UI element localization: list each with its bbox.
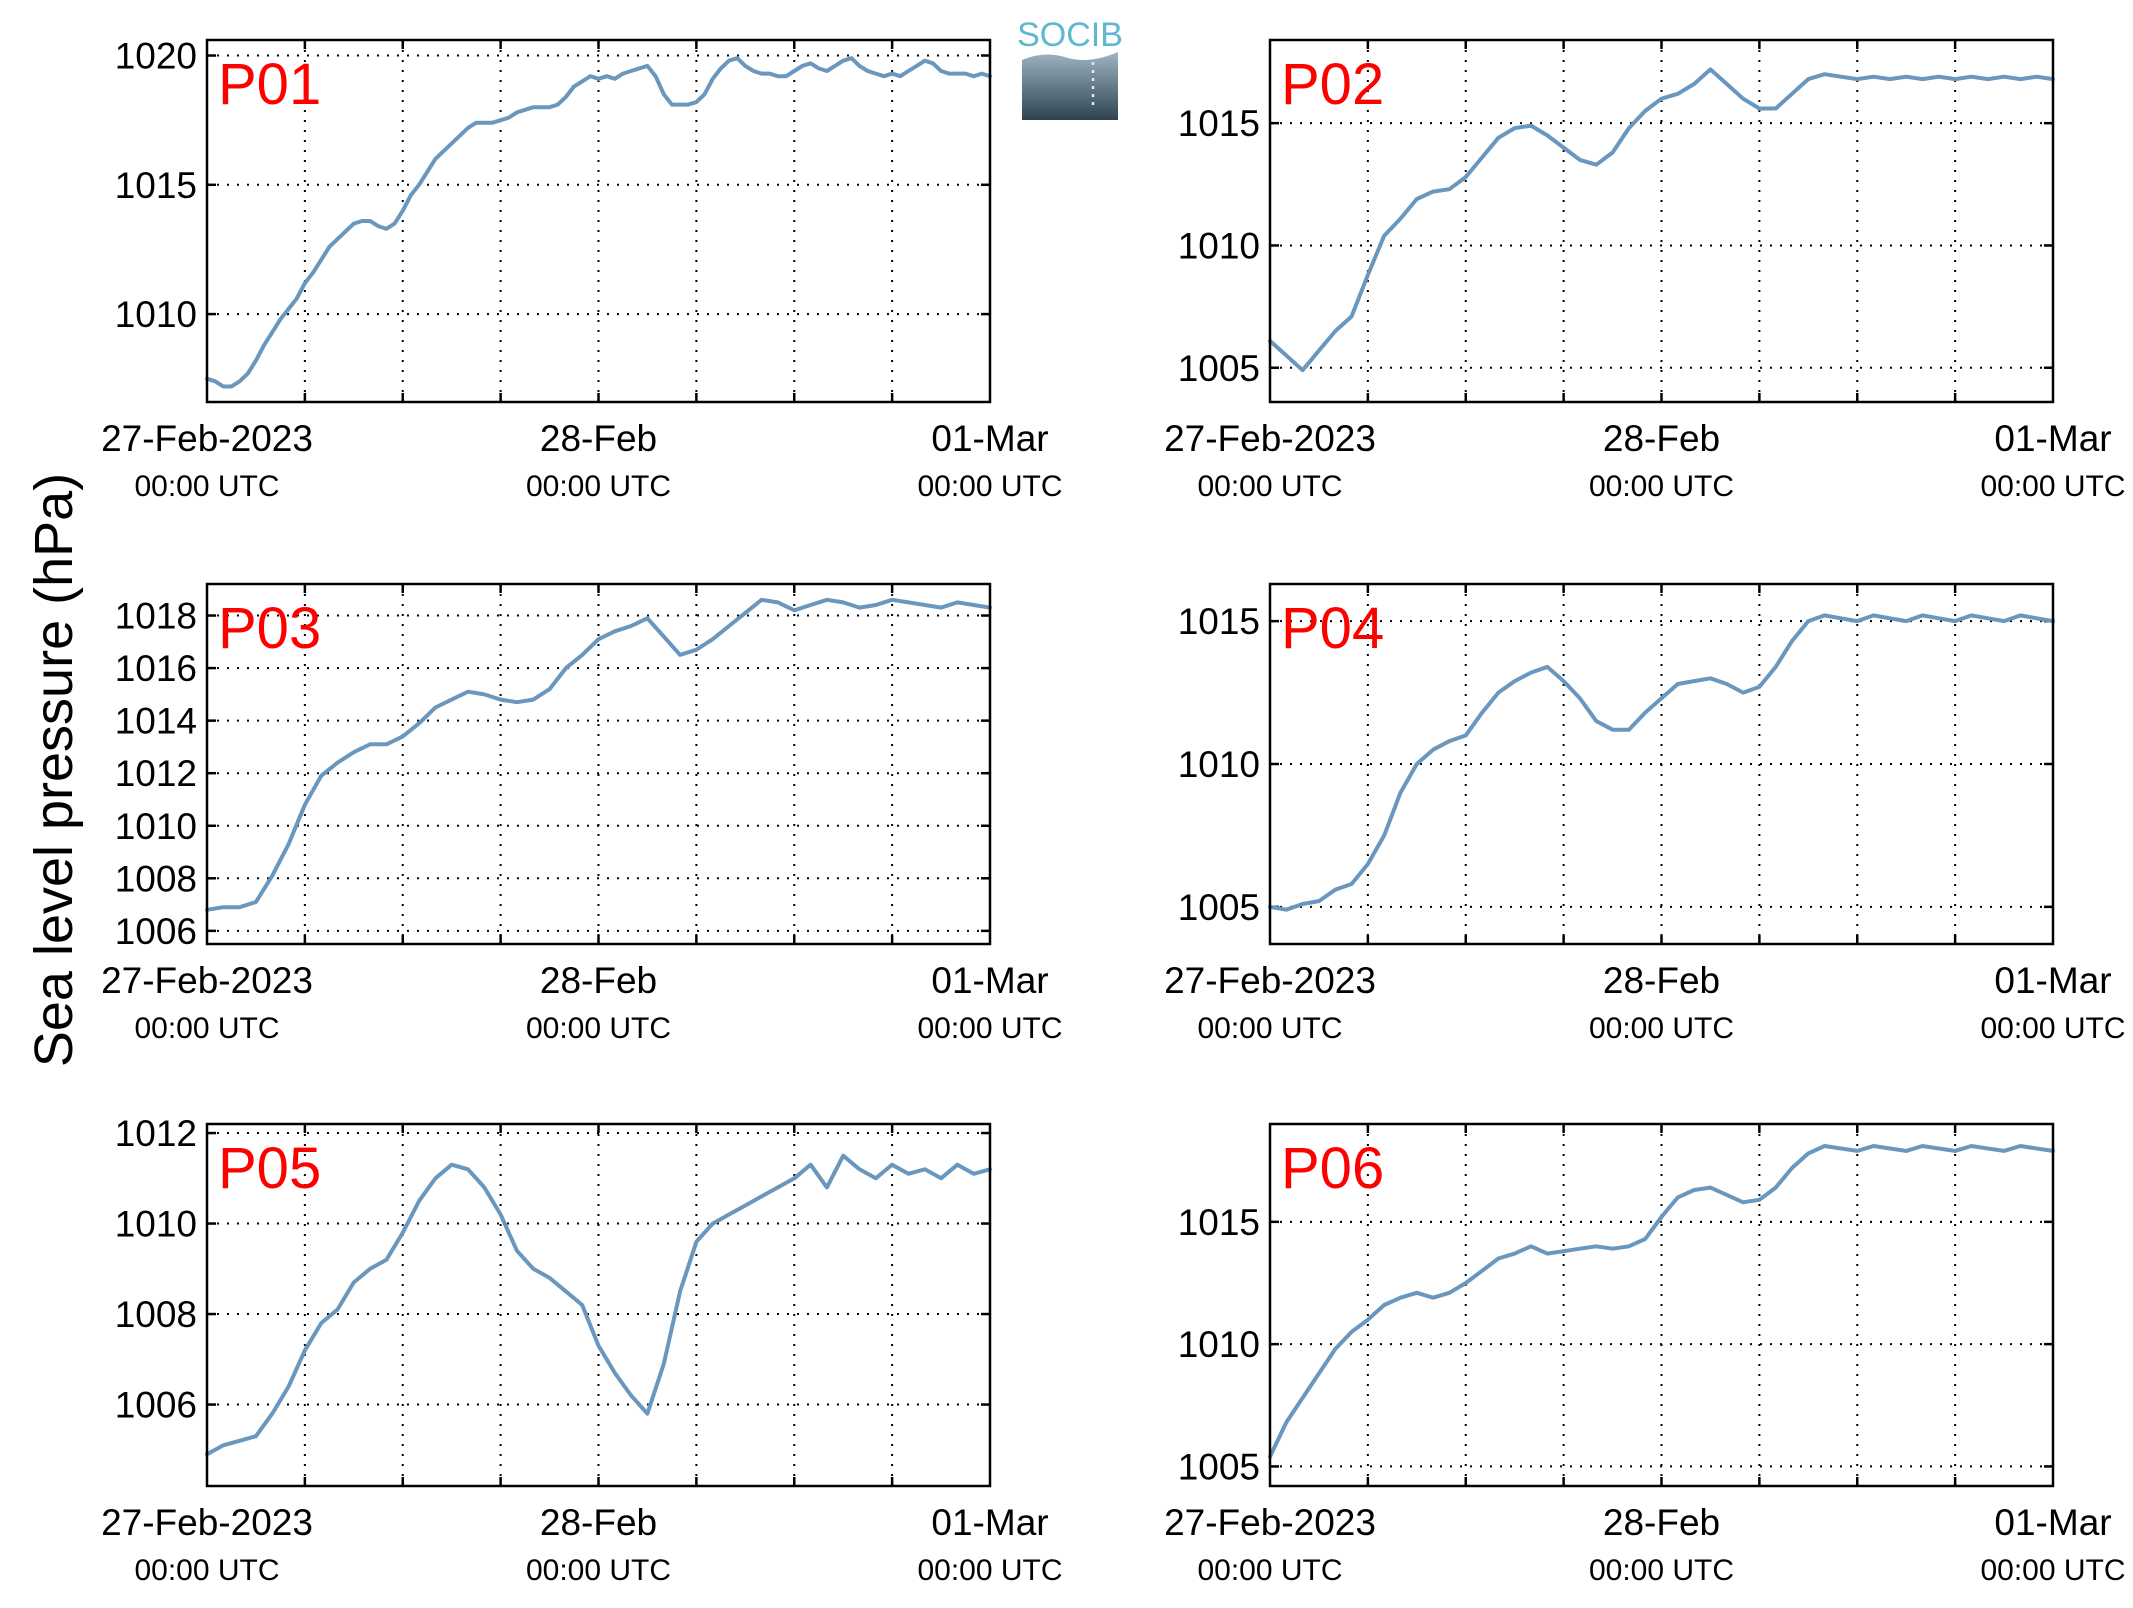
x-tick-sublabel: 00:00 UTC [1197, 1554, 1342, 1587]
y-tick-label: 1010 [1178, 225, 1260, 266]
plot-frame [205, 38, 992, 404]
x-tick-label: 28-Feb [540, 1502, 657, 1543]
y-tick-label: 1015 [1178, 1202, 1260, 1243]
x-tick-sublabel: 00:00 UTC [526, 470, 671, 503]
panel-p04: 1005 1010 1015 27-Feb-2023 00:00 UTC 28-Feb 00… [1164, 582, 2126, 1045]
x-tick-label: 28-Feb [1603, 960, 1720, 1001]
x-tick-label: 27-Feb-2023 [101, 418, 313, 459]
y-tick-label: 1010 [115, 806, 197, 847]
plot-frame [205, 582, 992, 946]
x-tick-sublabel: 00:00 UTC [526, 1012, 671, 1045]
y-axis-label: Sea level pressure (hPa) [24, 473, 84, 1067]
series-line-p03 [205, 597, 992, 912]
panel-p06: 1005 1010 1015 27-Feb-2023 00:00 UTC 28-Feb 00… [1164, 1122, 2126, 1587]
panel-label: P03 [218, 596, 321, 661]
panel-p03: 1006 1008 1010 1012 1014 1016 1018 27-Feb-2023 0… [101, 582, 1063, 1045]
panel-p05: 1006 1008 1010 1012 27-Feb-2023 00:00 UTC 28-F… [101, 1113, 1062, 1587]
panel-p01: 1010 1015 1020 27-Feb-2023 00:00 UTC 28-Feb 00… [101, 36, 1062, 503]
x-tick-sublabel: 00:00 UTC [526, 1554, 671, 1587]
panel-label: P04 [1281, 596, 1384, 661]
x-tick-sublabel: 00:00 UTC [917, 470, 1062, 503]
y-tick-label: 1010 [115, 294, 197, 335]
y-tick-label: 1010 [1178, 744, 1260, 785]
y-tick-label: 1012 [115, 1113, 197, 1154]
x-tick-sublabel: 00:00 UTC [1589, 1554, 1734, 1587]
x-tick-label: 27-Feb-2023 [1164, 1502, 1376, 1543]
panel-label: P06 [1281, 1136, 1384, 1201]
x-tick-sublabel: 00:00 UTC [1589, 1012, 1734, 1045]
x-tick-sublabel: 00:00 UTC [134, 1012, 279, 1045]
y-tick-label: 1008 [115, 858, 197, 899]
x-tick-label: 01-Mar [1994, 418, 2111, 459]
y-tick-label: 1015 [1178, 601, 1260, 642]
series-line-p02 [1268, 67, 2055, 373]
x-tick-sublabel: 00:00 UTC [1589, 470, 1734, 503]
series-line-p06 [1268, 1144, 2055, 1459]
y-tick-label: 1010 [1178, 1324, 1260, 1365]
x-tick-label: 28-Feb [1603, 1502, 1720, 1543]
x-tick-label: 01-Mar [1994, 960, 2111, 1001]
y-tick-label: 1016 [115, 648, 197, 689]
y-tick-label: 1018 [115, 596, 197, 637]
y-tick-label: 1006 [115, 911, 197, 952]
y-tick-label: 1005 [1178, 887, 1260, 928]
y-tick-label: 1012 [115, 753, 197, 794]
panel-label: P05 [218, 1136, 321, 1201]
x-tick-label: 27-Feb-2023 [1164, 418, 1376, 459]
logo-wave-icon [1022, 52, 1118, 120]
panel-label: P01 [218, 52, 321, 117]
x-tick-label: 28-Feb [540, 418, 657, 459]
x-tick-sublabel: 00:00 UTC [917, 1554, 1062, 1587]
plot-frame [1268, 582, 2055, 946]
x-tick-label: 01-Mar [931, 1502, 1048, 1543]
y-tick-label: 1008 [115, 1294, 197, 1335]
x-tick-label: 01-Mar [931, 960, 1048, 1001]
x-tick-sublabel: 00:00 UTC [1980, 1554, 2125, 1587]
x-tick-label: 28-Feb [540, 960, 657, 1001]
y-tick-label: 1015 [1178, 103, 1260, 144]
y-tick-label: 1005 [1178, 1446, 1260, 1487]
x-tick-sublabel: 00:00 UTC [134, 1554, 279, 1587]
panel-p02: 1005 1010 1015 27-Feb-2023 00:00 UTC 28-Feb 00… [1164, 38, 2126, 503]
x-tick-sublabel: 00:00 UTC [1980, 1012, 2125, 1045]
y-tick-label: 1005 [1178, 348, 1260, 389]
x-tick-sublabel: 00:00 UTC [1980, 470, 2125, 503]
series-line-p01 [205, 56, 992, 389]
y-tick-label: 1010 [115, 1204, 197, 1245]
y-tick-label: 1015 [115, 165, 197, 206]
x-tick-label: 01-Mar [931, 418, 1048, 459]
x-tick-sublabel: 00:00 UTC [917, 1012, 1062, 1045]
x-tick-label: 27-Feb-2023 [101, 1502, 313, 1543]
x-tick-sublabel: 00:00 UTC [134, 470, 279, 503]
x-tick-sublabel: 00:00 UTC [1197, 470, 1342, 503]
plot-frame [1268, 1122, 2055, 1488]
series-line-p04 [1268, 613, 2055, 912]
x-tick-label: 27-Feb-2023 [1164, 960, 1376, 1001]
x-tick-label: 01-Mar [1994, 1502, 2111, 1543]
y-tick-label: 1020 [115, 36, 197, 77]
x-tick-label: 27-Feb-2023 [101, 960, 313, 1001]
series-line-p05 [205, 1153, 992, 1457]
plot-frame [205, 1122, 992, 1488]
y-tick-label: 1014 [115, 701, 197, 742]
socib-logo: SOCIB [1017, 16, 1123, 120]
y-tick-label: 1006 [115, 1385, 197, 1426]
panel-label: P02 [1281, 52, 1384, 117]
logo-text: SOCIB [1017, 16, 1123, 54]
x-tick-label: 28-Feb [1603, 418, 1720, 459]
plot-frame [1268, 38, 2055, 404]
x-tick-sublabel: 00:00 UTC [1197, 1012, 1342, 1045]
